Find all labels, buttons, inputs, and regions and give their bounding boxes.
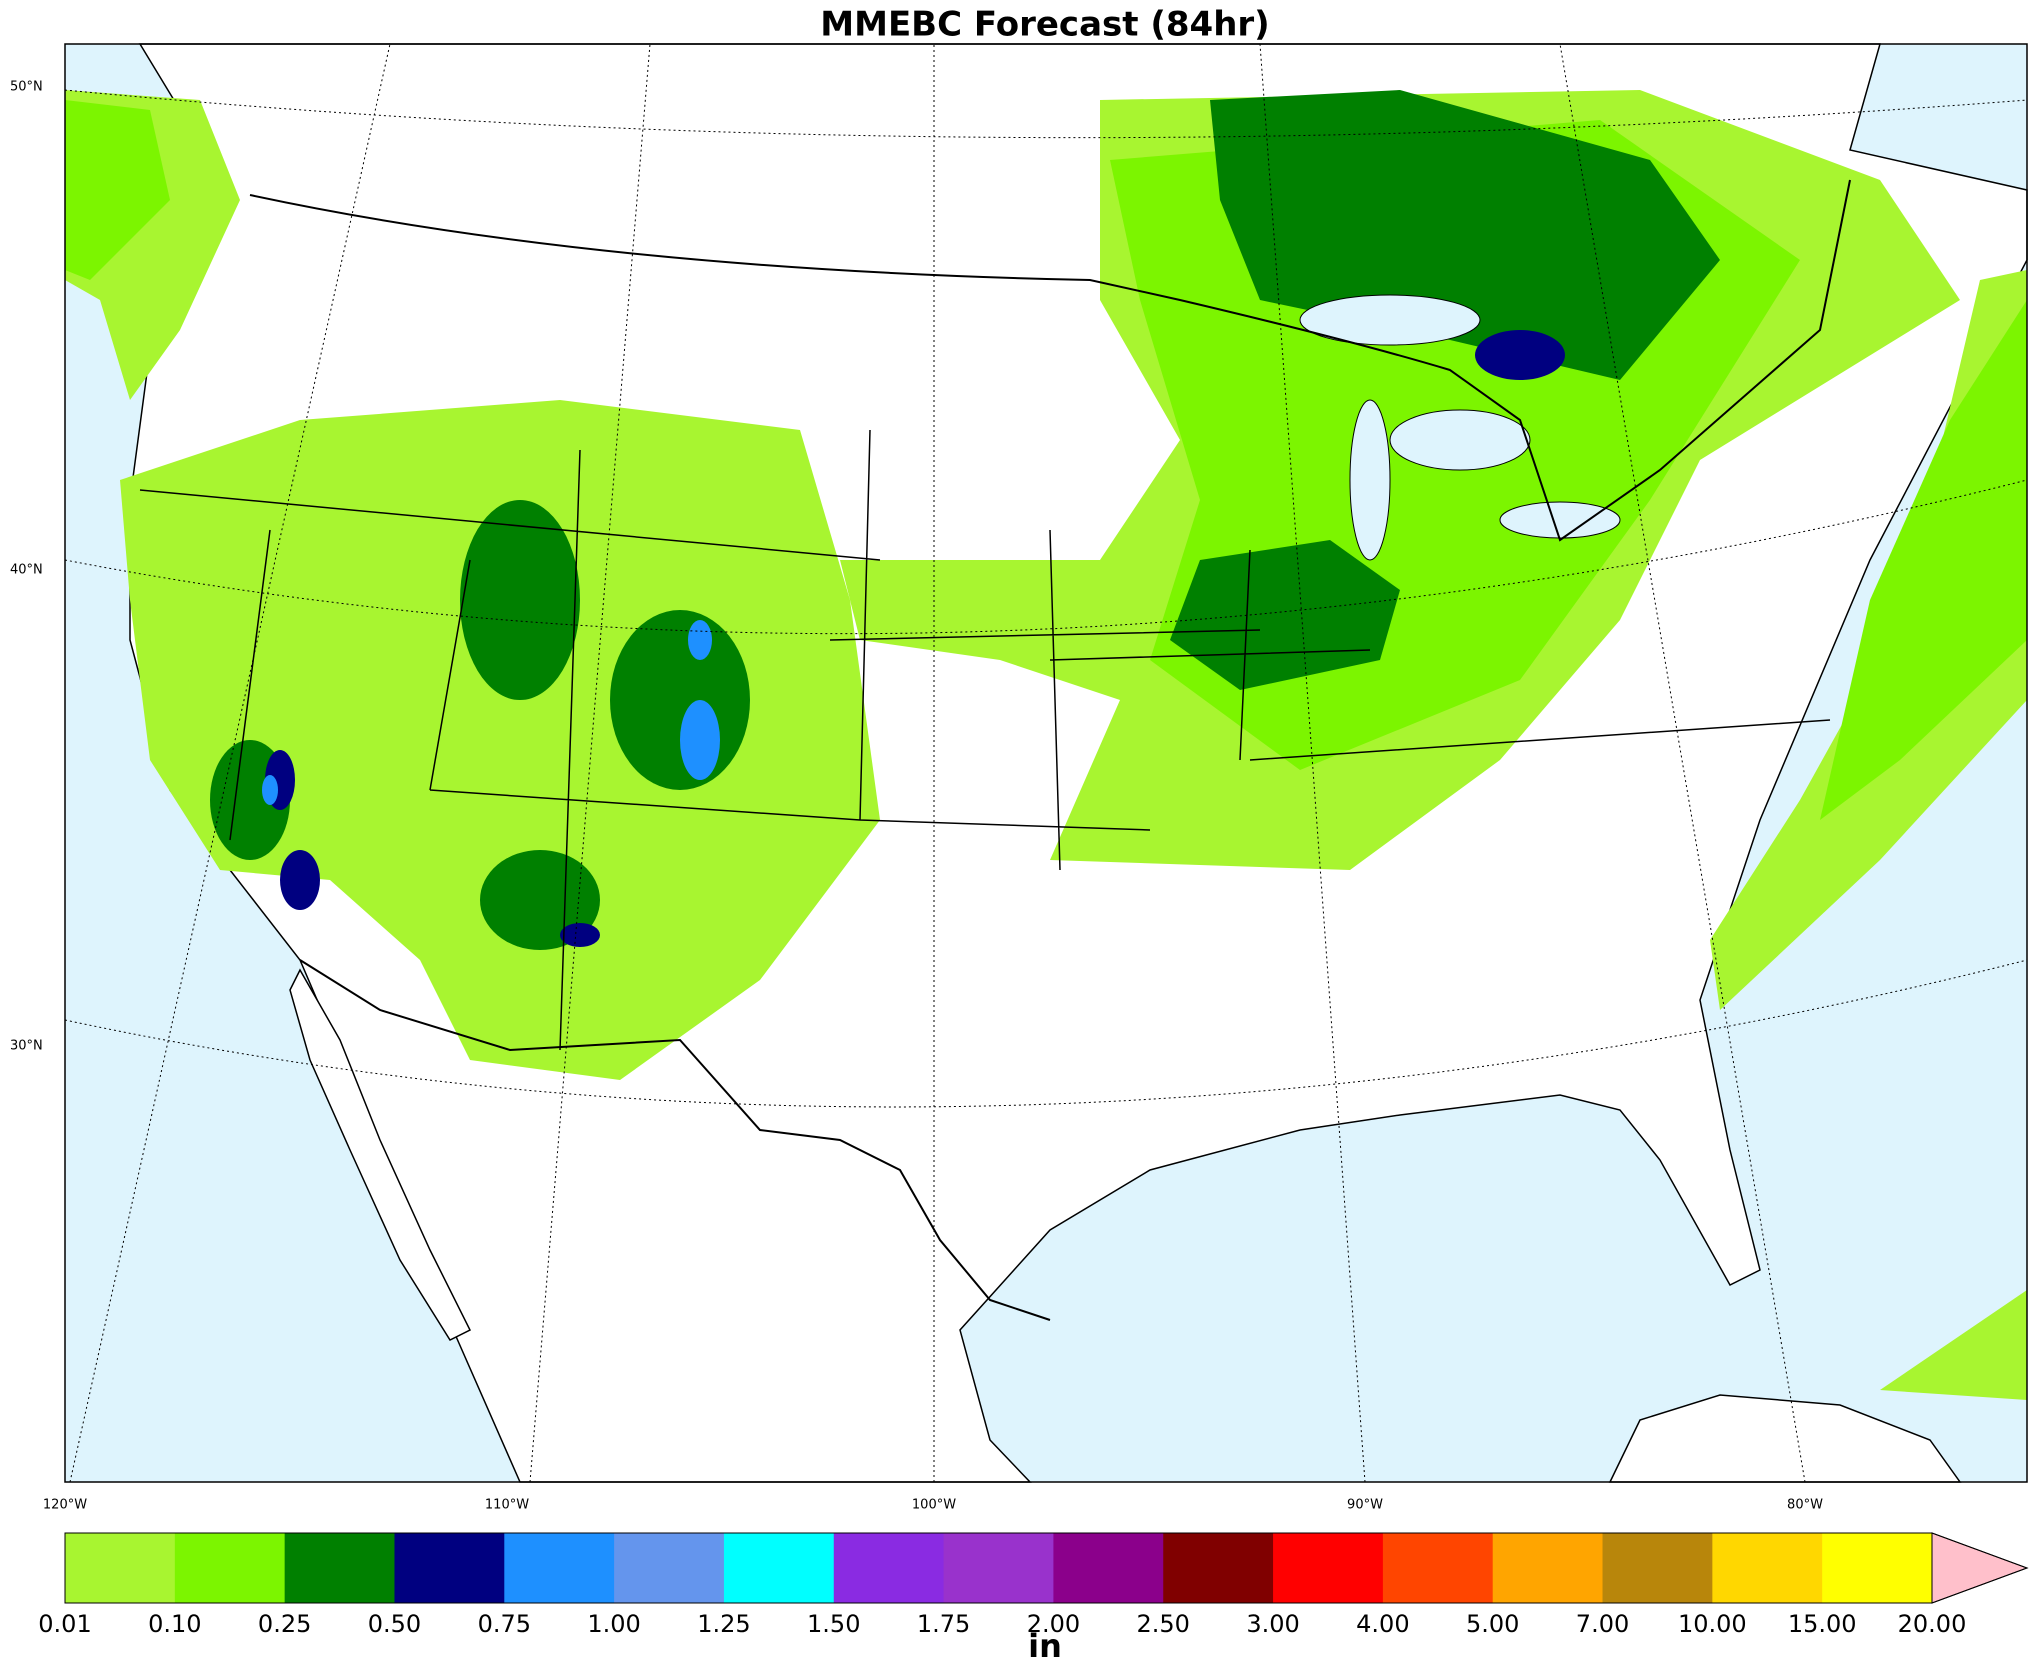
precip-area [262,775,278,805]
colorbar-tick-label: 20.00 [1898,1610,1967,1638]
colorbar-tick-label: 2.00 [1027,1610,1080,1638]
colorbar-swatch [1273,1533,1384,1603]
lat-label: 50°N [10,80,43,95]
colorbar-tick-label: 2.50 [1137,1610,1190,1638]
colorbar-tick-label: 4.00 [1356,1610,1409,1638]
lon-label: 120°W [43,1498,87,1513]
colorbar-swatch [174,1533,286,1603]
colorbar-swatch [943,1533,1054,1603]
mexico-border [299,959,1051,1321]
colorbar-tick-label: 5.00 [1466,1610,1519,1638]
graticule [64,43,2028,1483]
colorbar-swatch [1382,1533,1494,1603]
colorbar-extend [1931,1532,2029,1604]
colorbar-tick-label: 0.50 [368,1610,421,1638]
colorbar-tick-label: 0.10 [148,1610,201,1638]
title: MMEBC Forecast (84hr) [820,5,1269,45]
colorbar-tick-label: 1.75 [917,1610,970,1638]
colorbar-swatch [1163,1533,1274,1603]
colorbar-tick-label: 10.00 [1678,1610,1747,1638]
precip-area [610,610,750,790]
lon-label: 80°W [1787,1498,1823,1513]
precip-area [460,500,580,700]
colorbar-swatch [1602,1533,1713,1603]
precip-area [120,400,880,1080]
colorbar-swatch [723,1533,835,1603]
colorbar-tick-label: 1.00 [587,1610,640,1638]
baja [289,968,472,1341]
lon-label: 90°W [1347,1498,1383,1513]
lon-label: 100°W [912,1498,956,1513]
colorbar-unit: in [1028,1627,1062,1665]
colorbar-tick-label: 0.75 [478,1610,531,1638]
precip-area [1475,330,1565,380]
colorbar-swatch [1712,1533,1823,1603]
lat-label: 40°N [10,563,43,578]
colorbar-swatch [504,1533,615,1603]
canada-border [249,179,1851,542]
lon-label: 110°W [485,1498,529,1513]
precip-area [680,700,720,780]
colorbar-swatch [1822,1533,1933,1603]
precip-area [1170,540,1400,690]
colorbar-tick-label: 1.50 [807,1610,860,1638]
precip-area [280,850,320,910]
colorbar-swatch [394,1533,505,1603]
colorbar-swatch [65,1533,176,1603]
colorbar-tick-label: 1.25 [697,1610,750,1638]
map-area [64,43,2028,1483]
precip-area [560,923,600,947]
lat-label: 30°N [10,1039,43,1054]
colorbar-tick-label: 0.01 [38,1610,91,1638]
colorbar-tick-label: 7.00 [1576,1610,1629,1638]
colorbar-tick-label: 0.25 [258,1610,311,1638]
colorbar-swatch [614,1533,725,1603]
map-frame [64,43,2028,1483]
colorbar-swatch [284,1533,395,1603]
precip-area [688,620,712,660]
precip-area [1820,300,2027,820]
colorbar-outline [64,1532,2029,1604]
colorbar-swatch [1492,1533,1604,1603]
colorbar-tick-label: 3.00 [1246,1610,1299,1638]
precip-area [1880,1290,2027,1400]
precip-area [65,100,170,280]
lakes [1299,294,1621,561]
colorbar-swatch [833,1533,945,1603]
colorbar-swatch [1053,1533,1164,1603]
colorbar-tick-label: 15.00 [1788,1610,1857,1638]
state-lines [139,429,1831,1051]
